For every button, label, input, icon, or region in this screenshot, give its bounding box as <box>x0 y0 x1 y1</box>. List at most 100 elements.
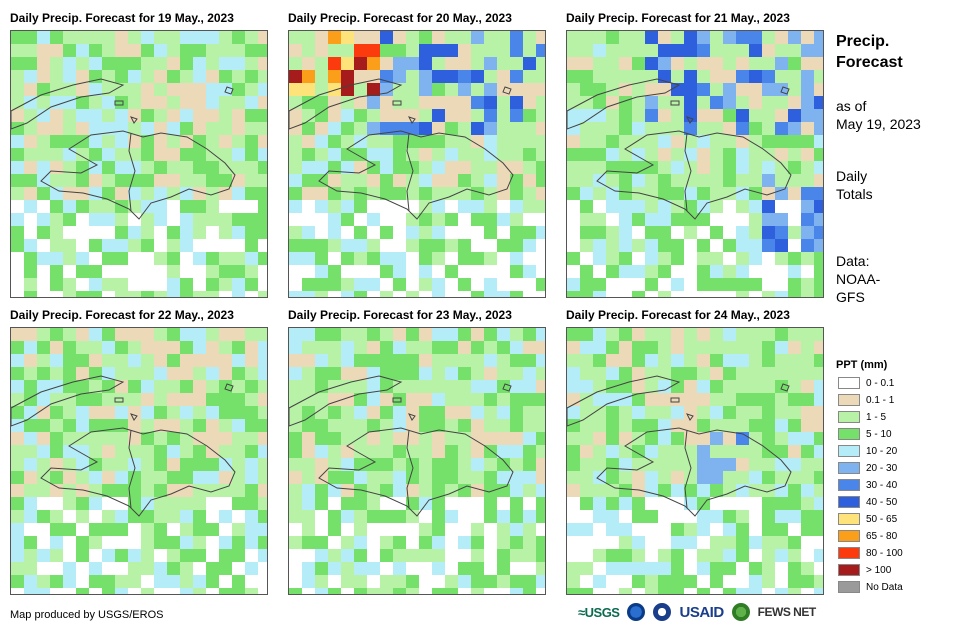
legend-swatch <box>838 581 860 593</box>
coastline <box>114 383 234 421</box>
hispaniola-outline <box>318 130 514 220</box>
precip-grid <box>567 31 823 297</box>
legend-item: 1 - 5 <box>838 409 886 425</box>
usgs-logo: ≈USGS <box>578 604 620 620</box>
legend-swatch <box>838 564 860 576</box>
usgs-logo-text: USGS <box>584 604 620 620</box>
legend-swatch <box>838 513 860 525</box>
legend-item: 20 - 30 <box>838 460 897 476</box>
coastline <box>289 375 403 427</box>
legend-label: No Data <box>866 581 903 593</box>
legend-label: 1 - 5 <box>866 411 887 423</box>
precip-map-21-may <box>566 30 824 298</box>
legend-swatch <box>838 547 860 559</box>
legend-title: PPT (mm) <box>836 359 888 371</box>
map-title-4: Daily Precip. Forecast for 22 May., 2023 <box>10 308 234 322</box>
precip-grid <box>567 328 823 594</box>
legend-label: 0.1 - 1 <box>866 394 895 406</box>
legend-item: 0 - 0.1 <box>838 375 894 391</box>
totals-line1: Daily <box>836 168 868 184</box>
sidebar-title: Precip. Forecast <box>836 31 903 73</box>
legend-swatch <box>838 394 860 406</box>
legend-label: 5 - 10 <box>866 428 892 440</box>
legend-item: 10 - 20 <box>838 443 897 459</box>
legend-item: 65 - 80 <box>838 528 897 544</box>
legend-swatch <box>838 530 860 542</box>
precip-map-19-may <box>10 30 268 298</box>
legend-item: 0.1 - 1 <box>838 392 894 408</box>
legend-swatch <box>838 462 860 474</box>
precip-grid <box>289 328 545 594</box>
precip-map-23-may <box>288 327 546 595</box>
hispaniola-outline <box>40 130 236 220</box>
legend-item: 80 - 100 <box>838 545 903 561</box>
data-source-line1: Data: <box>836 253 870 269</box>
precip-grid <box>289 31 545 297</box>
legend-label: 10 - 20 <box>866 445 898 457</box>
country-border <box>128 429 136 509</box>
legend-item: > 100 <box>838 562 891 578</box>
data-source: Data: NOAA- GFS <box>836 252 880 306</box>
as-of-label: as of <box>836 98 867 114</box>
map-title-5: Daily Precip. Forecast for 23 May., 2023 <box>288 308 512 322</box>
legend-swatch <box>838 479 860 491</box>
coastline <box>392 86 512 124</box>
precip-map-20-may <box>288 30 546 298</box>
partner-logos: ≈USGS USAID FEWS NET <box>578 603 816 621</box>
usaid-logo: USAID <box>679 603 724 621</box>
hispaniola-outline <box>596 130 792 220</box>
sidebar-title-line2: Forecast <box>836 54 903 71</box>
usaid-seal-icon <box>653 603 672 621</box>
coastline <box>11 375 125 427</box>
data-source-line2: NOAA- <box>836 271 881 287</box>
country-border <box>684 429 692 509</box>
map-title-3: Daily Precip. Forecast for 21 May., 2023 <box>566 11 790 25</box>
coastline <box>567 375 681 427</box>
legend-swatch <box>838 496 860 508</box>
coastline <box>289 78 403 130</box>
as-of-value: May 19, 2023 <box>836 116 921 132</box>
country-border <box>406 132 414 212</box>
legend-label: 30 - 40 <box>866 479 898 491</box>
country-border <box>684 132 692 212</box>
totals-note: Daily Totals <box>836 167 873 203</box>
coastline <box>392 383 512 421</box>
precip-grid <box>11 31 267 297</box>
coastline <box>11 78 125 130</box>
legend-swatch <box>838 411 860 423</box>
map-title-1: Daily Precip. Forecast for 19 May., 2023 <box>10 11 234 25</box>
map-title-2: Daily Precip. Forecast for 20 May., 2023 <box>288 11 512 25</box>
hispaniola-outline <box>596 427 792 517</box>
legend-item: 40 - 50 <box>838 494 897 510</box>
country-border <box>406 429 414 509</box>
legend-label: > 100 <box>866 564 892 576</box>
sidebar-title-line1: Precip. <box>836 33 890 50</box>
legend-label: 40 - 50 <box>866 496 898 508</box>
legend-label: 0 - 0.1 <box>866 377 895 389</box>
legend-item: 5 - 10 <box>838 426 892 442</box>
legend-swatch <box>838 377 860 389</box>
legend-label: 80 - 100 <box>866 547 903 559</box>
precip-map-24-may <box>566 327 824 595</box>
coastline <box>670 86 790 124</box>
legend-label: 50 - 65 <box>866 513 898 525</box>
noaa-logo-icon <box>627 603 646 621</box>
coastline <box>114 86 234 124</box>
legend-item: 50 - 65 <box>838 511 897 527</box>
hispaniola-outline <box>40 427 236 517</box>
totals-line2: Totals <box>836 186 873 202</box>
country-border <box>128 132 136 212</box>
data-source-line3: GFS <box>836 289 865 305</box>
map-credit: Map produced by USGS/EROS <box>10 609 164 621</box>
fewsnet-globe-icon <box>731 603 750 621</box>
hispaniola-outline <box>318 427 514 517</box>
legend-label: 65 - 80 <box>866 530 898 542</box>
legend-item: 30 - 40 <box>838 477 897 493</box>
legend-label: 20 - 30 <box>866 462 898 474</box>
coastline <box>567 78 681 130</box>
precip-grid <box>11 328 267 594</box>
as-of-date: as of May 19, 2023 <box>836 97 921 133</box>
precip-map-22-may <box>10 327 268 595</box>
legend-swatch <box>838 428 860 440</box>
coastline <box>670 383 790 421</box>
